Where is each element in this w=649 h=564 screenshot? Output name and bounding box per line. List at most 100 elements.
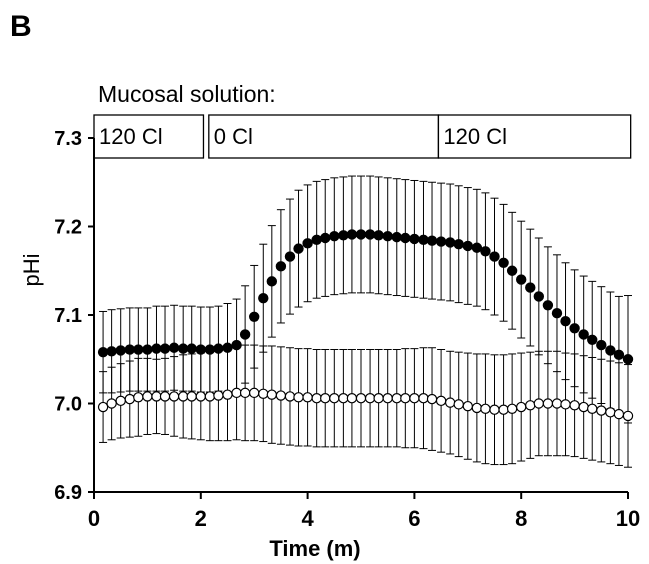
data-point-open [213,390,224,401]
data-point-open [97,401,109,413]
data-point-filled [151,343,162,354]
data-point-filled [248,311,260,322]
x-tick-label: 8 [515,506,527,531]
data-point-filled [133,344,144,355]
data-point-open [400,392,411,404]
data-point-open [506,403,518,415]
data-point-filled [506,265,518,276]
data-point-filled [587,334,598,345]
data-point-filled [364,229,376,240]
error-bars [99,175,632,468]
data-point-filled [605,345,616,356]
panel-label: B [10,10,32,43]
data-point-filled [168,342,180,353]
data-point-open [373,392,384,404]
solution-segment-label: 120 Cl [443,124,507,149]
data-point-filled [409,233,420,245]
data-point-filled [578,329,589,340]
data-point-open [596,405,607,416]
data-point-filled [177,343,189,354]
data-point-open [622,410,634,422]
data-point-open [426,393,438,405]
data-point-filled [462,240,473,252]
y-tick-label: 6.9 [54,482,82,504]
data-point-filled [284,251,296,262]
data-point-open [248,387,260,399]
data-point-open [329,392,340,404]
data-point-open [151,391,162,402]
data-point-filled [195,344,206,355]
data-point-open [613,408,625,420]
data-point-open [498,404,509,415]
data-point-open [480,403,491,415]
data-point-filled [115,345,126,356]
data-point-open [284,391,296,402]
data-point-filled [222,342,233,353]
data-point-filled [275,261,287,272]
data-point-filled [391,231,402,243]
x-tick-label: 6 [408,506,420,531]
solution-segment [437,114,632,159]
data-point-open [142,391,153,402]
y-ticks: 6.9 7.0 7.1 7.2 7.3 [54,128,94,504]
data-point-filled [382,231,393,242]
data-point-filled [435,236,447,247]
data-point-filled [213,343,224,354]
data-point-filled [186,343,197,354]
data-point-filled [551,308,563,319]
data-point-filled [480,246,491,257]
data-point-filled [596,339,607,351]
data-point-open [222,389,233,400]
data-point-open [355,392,367,404]
solution-segment [208,114,440,159]
data-point-filled [124,344,135,355]
data-point-open [578,401,589,413]
data-point-open [605,407,616,418]
data-point-open [258,388,269,399]
solution-bar: 120 Cl 0 Cl 120 Cl [93,114,632,159]
data-point-filled [560,315,571,327]
data-point-open [177,391,189,402]
data-point-open [444,397,456,408]
x-axis-label: Time (m) [269,536,360,561]
data-points [97,229,634,422]
data-point-open [435,395,447,407]
data-point-filled [346,229,358,240]
y-tick-label: 7.2 [54,217,82,239]
data-point-open [418,392,429,404]
x-tick-label: 10 [616,506,640,531]
data-point-filled [418,234,429,245]
x-ticks: 0 2 4 6 8 10 [88,492,640,531]
data-point-filled [613,349,625,361]
data-point-filled [400,232,411,244]
data-point-filled [204,344,216,355]
data-point-filled [533,291,545,302]
data-point-filled [159,343,171,354]
x-tick-label: 0 [88,506,100,531]
data-point-open [106,398,117,409]
data-point-open [338,392,349,404]
data-point-filled [106,346,117,357]
data-point-filled [302,238,313,249]
y-axis-label: pHi [19,253,44,286]
data-point-open [320,392,331,404]
x-tick-label: 4 [301,506,314,531]
data-point-filled [453,238,464,250]
data-point-open [542,398,554,409]
data-point-open [311,392,322,404]
data-point-open [525,400,536,411]
data-point-filled [239,329,251,340]
data-point-open [204,391,216,402]
data-point-open [124,393,135,405]
data-point-open [391,392,402,404]
data-point-filled [498,257,509,268]
data-point-filled [516,274,527,285]
data-point-open [239,387,251,399]
data-point-open [346,392,358,404]
data-point-filled [338,230,349,241]
data-point-open [133,392,144,403]
data-point-open [551,398,563,409]
data-point-open [409,392,420,404]
y-tick-label: 7.0 [54,394,82,416]
data-point-open [231,387,242,399]
